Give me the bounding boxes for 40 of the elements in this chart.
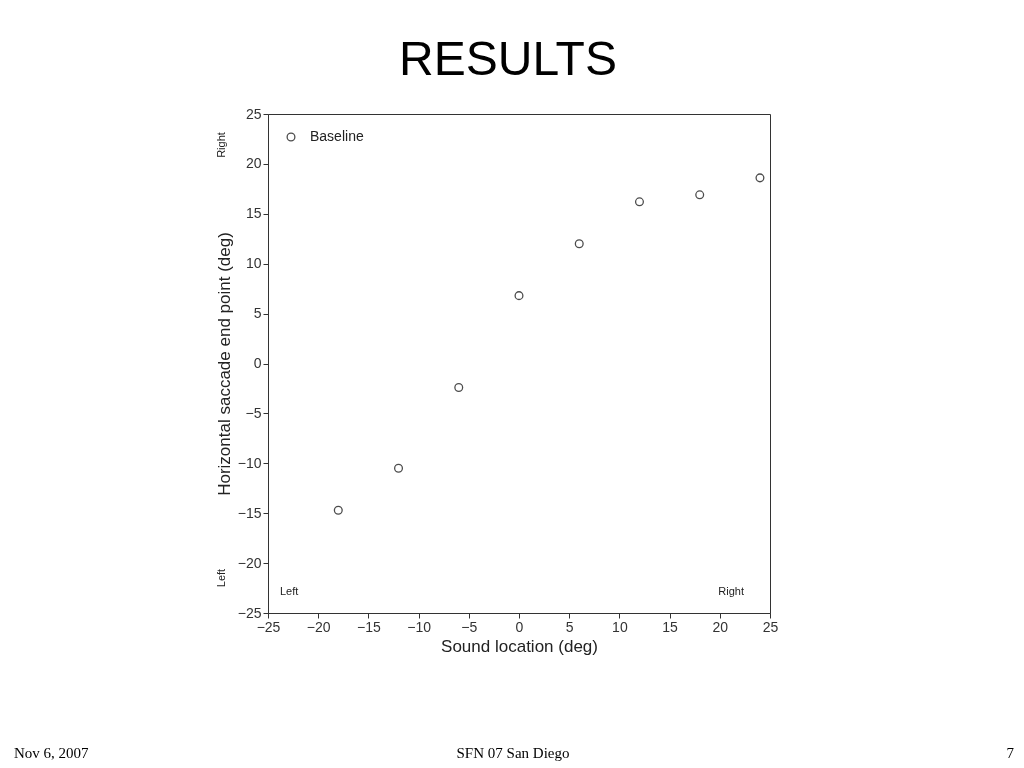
point <box>695 190 705 200</box>
point <box>574 239 584 249</box>
x-tick-label: 15 <box>662 618 679 635</box>
y-tick-label: −15 <box>237 504 262 521</box>
x-tick-label: 10 <box>612 618 628 635</box>
y-tick-label: 20 <box>245 155 262 172</box>
point <box>514 291 524 301</box>
y-tick-label: 15 <box>245 205 262 222</box>
point <box>634 197 644 207</box>
y-tick-label: −10 <box>237 454 262 471</box>
y-tick-label: 0 <box>253 355 262 371</box>
x-tick-label: −10 <box>407 618 432 635</box>
x-tick-label: −5 <box>461 618 478 635</box>
y-tick-label: 10 <box>245 255 262 272</box>
y-tick-label: 25 <box>245 105 262 122</box>
x-tick-label: −15 <box>357 618 381 635</box>
text: Left <box>215 568 227 588</box>
point <box>454 382 464 392</box>
x-tick-label: 5 <box>565 618 574 635</box>
y-tick-label: −5 <box>245 404 262 421</box>
y-tick-label: −20 <box>237 554 262 571</box>
point <box>755 173 765 183</box>
x-tick-label: 20 <box>712 618 729 635</box>
text: 7 <box>1006 745 1015 761</box>
point <box>333 505 343 515</box>
y-axis-title: Horizontal saccade end point (deg) <box>214 232 234 496</box>
annotation: Right <box>718 585 744 597</box>
x-axis-title: Sound location (deg) <box>441 636 598 656</box>
point <box>394 463 404 473</box>
x-tick-label: −20 <box>306 618 331 635</box>
x-tick-label: 25 <box>762 618 779 635</box>
annotation: Left <box>280 585 299 597</box>
text: Nov 6, 2007 <box>14 745 90 761</box>
chart-title: RESULTS <box>399 32 617 85</box>
x-tick-label: 0 <box>515 618 524 635</box>
text: SFN 07 San Diego <box>456 745 570 761</box>
text: Right <box>215 132 227 158</box>
y-tick-label: 5 <box>253 305 262 322</box>
y-tick-label: −25 <box>237 604 262 621</box>
legend-label: Baseline <box>310 128 364 144</box>
